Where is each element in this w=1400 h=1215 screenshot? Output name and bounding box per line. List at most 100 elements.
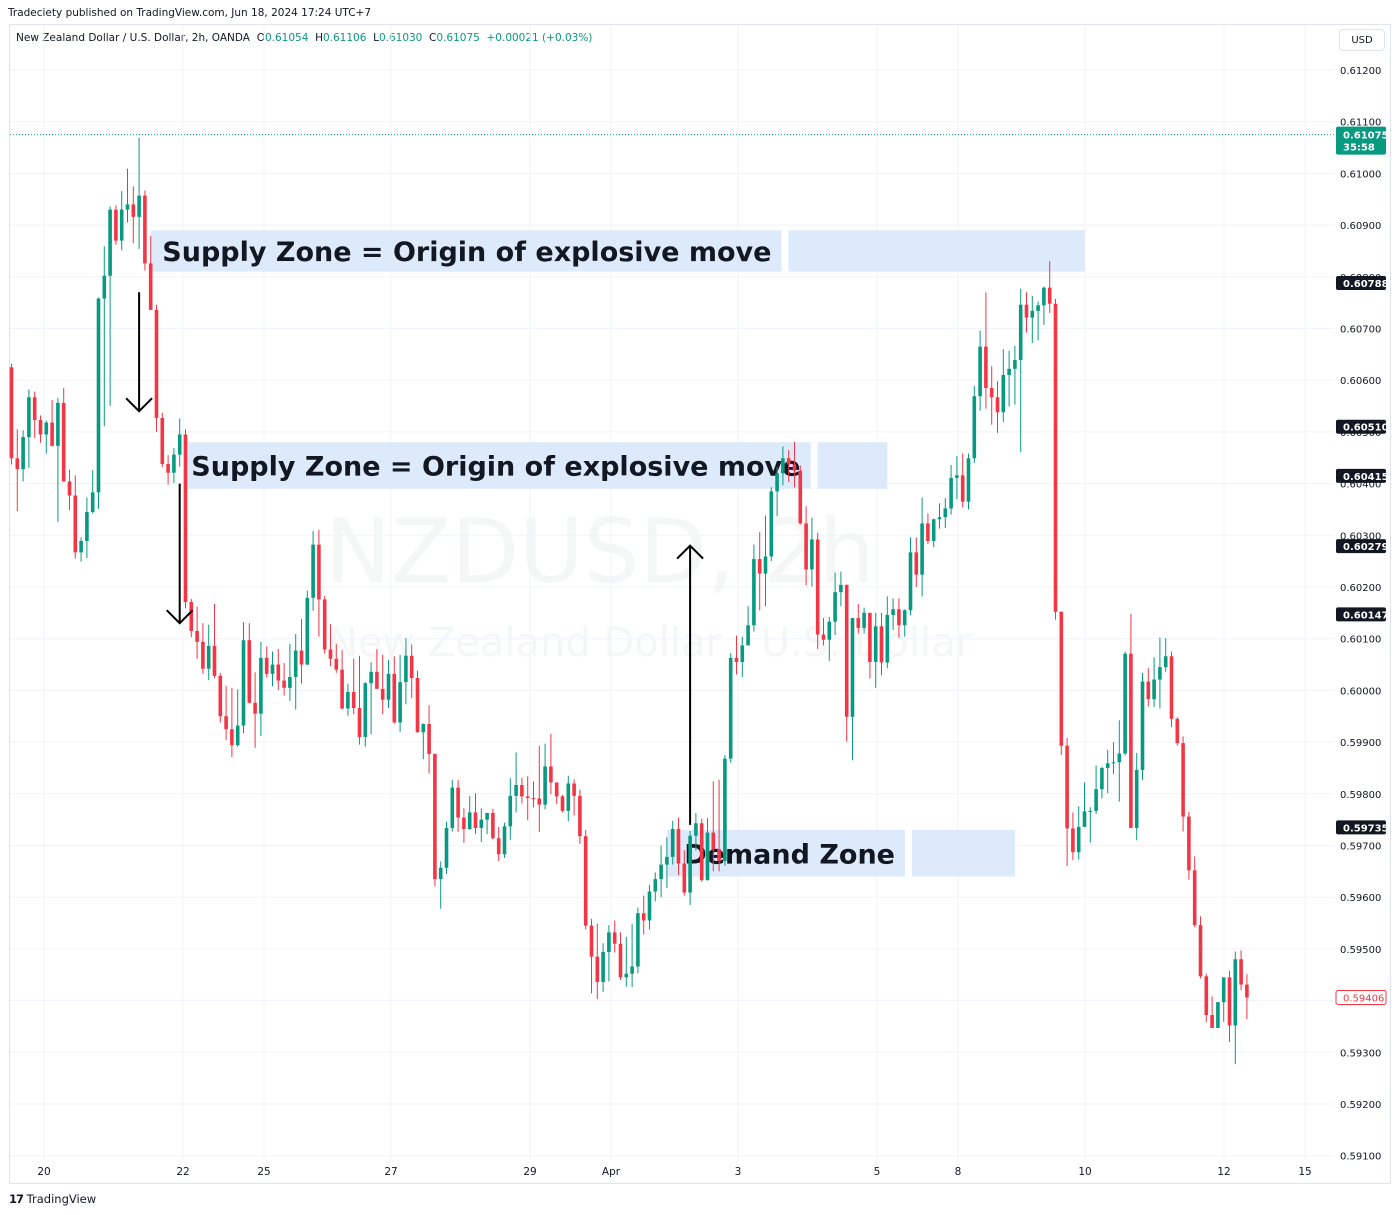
candle-body: [1036, 305, 1040, 311]
x-tick-label: 5: [874, 1166, 881, 1178]
candle-body: [282, 680, 286, 688]
candle-body: [1105, 763, 1110, 768]
candle-body: [1210, 1015, 1214, 1029]
grid-layer: [10, 25, 1334, 1160]
candle-body: [108, 209, 112, 276]
candle-body: [549, 766, 553, 783]
candle-body: [1065, 745, 1069, 829]
candle-body: [1233, 959, 1238, 1026]
candle-body: [1192, 870, 1197, 926]
arrow-head: [125, 397, 153, 413]
candle-body: [38, 420, 43, 435]
candle-body: [415, 677, 420, 733]
candle-body: [902, 610, 907, 626]
candle-body: [386, 673, 391, 700]
candle-body: [746, 625, 750, 646]
candle-body: [740, 645, 745, 662]
candle-body: [206, 645, 211, 669]
symbol-description: New Zealand Dollar / U.S. Dollar, 2h, OA…: [16, 32, 250, 44]
x-tick-label: 29: [523, 1166, 536, 1178]
candle-body: [253, 702, 257, 714]
candle-body: [1047, 287, 1052, 304]
candle-body: [311, 544, 315, 598]
candle-body: [433, 753, 437, 880]
candle-body: [1169, 656, 1174, 719]
zone-gap: [904, 829, 912, 877]
tradingview-logo[interactable]: 17 TradingView: [9, 1192, 96, 1206]
candle-body: [908, 552, 913, 611]
price-tag-text: 0.60788: [1343, 279, 1389, 290]
candle-body: [612, 932, 617, 944]
candle-body: [583, 836, 588, 926]
candle-body: [676, 828, 681, 864]
candle-body: [897, 609, 901, 626]
candle-body: [1163, 656, 1168, 668]
x-tick-label: 20: [37, 1166, 50, 1178]
zone-rect: [185, 442, 888, 489]
candle-body: [641, 913, 646, 921]
candle-body: [653, 879, 658, 892]
candle-body: [856, 618, 861, 628]
y-tick-label: 0.61000: [1340, 169, 1381, 180]
candle-body: [125, 204, 130, 210]
candle-body: [804, 523, 808, 570]
candle-body: [624, 973, 629, 978]
candle-body: [427, 724, 431, 754]
currency-button[interactable]: USD: [1339, 29, 1385, 51]
candle-body: [1204, 976, 1209, 1016]
candle-body: [160, 417, 165, 464]
candle-body: [873, 626, 878, 662]
time-axis[interactable]: 20 22 25 27 29 Apr 3 5 8 10 12 15: [37, 1166, 1311, 1178]
candle-body: [9, 367, 14, 459]
zone-label: Supply Zone = Origin of explosive move: [191, 452, 800, 483]
candle-body: [699, 823, 704, 881]
candle-body: [177, 434, 182, 455]
candle-body: [462, 817, 466, 829]
y-tick-label: 0.59900: [1340, 738, 1381, 749]
candle-body: [728, 657, 733, 759]
candle-body: [665, 856, 669, 865]
candle-body: [543, 766, 547, 805]
candle-body: [566, 783, 571, 811]
candle-body: [357, 707, 362, 737]
close-label: C: [429, 32, 437, 44]
candle-body: [96, 298, 101, 493]
candle-body: [850, 618, 855, 717]
candle-body: [1134, 770, 1139, 828]
candle-body: [212, 645, 217, 676]
symbol-legend[interactable]: New Zealand Dollar / U.S. Dollar, 2h, OA…: [16, 32, 592, 44]
candle-body: [734, 657, 739, 662]
candle-body: [960, 475, 965, 502]
candle-body: [914, 552, 919, 575]
last-price-tag: [1336, 126, 1386, 155]
candle-body: [786, 458, 791, 465]
tradingview-logo-mark: 17: [9, 1192, 24, 1206]
candle-body: [73, 495, 78, 553]
candle-body: [647, 891, 652, 921]
zone-gap: [781, 230, 789, 272]
price-tag-text: 0.59735: [1343, 823, 1389, 834]
candle-body: [1239, 959, 1243, 985]
y-tick-label: 0.60100: [1340, 635, 1381, 646]
candle-body: [601, 952, 605, 982]
open-value: 0.61054: [264, 32, 309, 44]
candle-body: [792, 464, 797, 471]
candle-body: [485, 812, 489, 820]
candle-body: [305, 597, 310, 665]
candle-body: [920, 523, 924, 575]
candle-body: [102, 275, 107, 299]
candle-body: [334, 658, 339, 670]
chart-frame: [9, 24, 1391, 1184]
candle-body: [264, 657, 269, 674]
y-tick-label: 0.61100: [1340, 118, 1381, 129]
candle-body: [931, 519, 936, 541]
candles-layer: [9, 137, 1249, 1065]
candle-body: [1094, 789, 1098, 811]
candle-body: [810, 539, 814, 570]
candle-body: [450, 787, 455, 828]
candle-body: [781, 458, 785, 474]
candle-body: [195, 630, 199, 642]
candle-body: [444, 827, 449, 868]
candle-body: [380, 688, 385, 700]
